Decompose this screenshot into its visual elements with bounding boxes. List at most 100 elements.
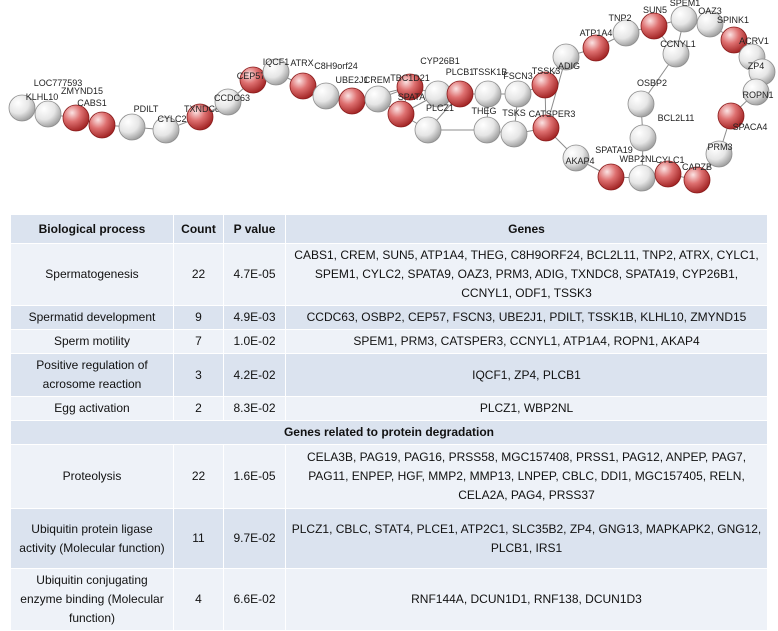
process-cell: Ubiquitin conjugating enzyme binding (Mo… <box>10 568 174 631</box>
gene-node-circle <box>531 71 559 99</box>
gene-node-label: LOC777593 <box>34 78 83 88</box>
gene-node-label: C8H9orf24 <box>314 61 358 71</box>
gene-node-spata9: SPATA9 <box>387 92 431 128</box>
genes-cell: SPEM1, PRM3, CATSPER3, CCNYL1, ATP1A4, R… <box>285 329 768 354</box>
gene-node-adig: ADIG <box>552 43 580 71</box>
gene-node-atrx: ATRX <box>289 58 317 100</box>
gene-node-circle <box>289 72 317 100</box>
gene-node-label: SPATA19 <box>595 145 633 155</box>
gene-node-circle <box>662 40 690 68</box>
genes-cell: CELA3B, PAG19, PAG16, PRSS58, MGC157408,… <box>285 444 768 509</box>
pvalue-cell: 1.0E-02 <box>223 329 286 354</box>
gene-node-circle <box>720 26 748 54</box>
gene-node-tbc1d21: TBC1D21 <box>390 73 430 101</box>
gene-node-circle <box>705 140 733 168</box>
process-cell: Ubiquitin protein ligase activity (Molec… <box>10 508 174 569</box>
gene-node-c8h9orf24: C8H9orf24 <box>312 61 358 110</box>
gene-node-label: PDILT <box>134 104 159 114</box>
gene-node-circle <box>552 43 580 71</box>
gene-node-circle <box>118 113 146 141</box>
gene-node-tssk3: TSSK3 <box>531 66 560 99</box>
gene-node-catsper3: CATSPER3 <box>529 109 575 142</box>
gene-node-circle <box>312 82 340 110</box>
genes-cell: CABS1, CREM, SUN5, ATP1A4, THEG, C8H9ORF… <box>285 243 768 306</box>
gene-node-circle <box>338 87 366 115</box>
gene-node-label: SPATA9 <box>398 92 431 102</box>
gene-node-circle <box>612 19 640 47</box>
gene-node-circle <box>582 34 610 62</box>
table-row: Ubiquitin conjugating enzyme binding (Mo… <box>10 568 768 631</box>
gene-node-theg: THEG <box>471 106 501 144</box>
gene-node-loc777593: LOC777593 <box>34 78 83 128</box>
gene-node-circle <box>446 80 474 108</box>
count-cell: 11 <box>173 508 224 569</box>
header-genes: Genes <box>285 214 768 244</box>
gene-node-circle <box>262 58 290 86</box>
gene-node-label: ATP1A4 <box>580 28 613 38</box>
gene-node-cabs1: CABS1 <box>77 98 116 139</box>
gene-node-spata19: SPATA19 <box>595 145 633 191</box>
gene-node-label: CYLC2 <box>157 114 186 124</box>
table-row: Spermatid development 9 4.9E-03 CCDC63, … <box>10 305 768 330</box>
gene-node-txndc8: TXNDC8 <box>184 103 220 131</box>
gene-node-spink1: SPINK1 <box>717 15 749 54</box>
genes-cell: PLCZ1, WBP2NL <box>285 396 768 421</box>
gene-node-label: SPEM1 <box>670 0 701 8</box>
gene-node-circle <box>504 80 532 108</box>
gene-node-circle <box>8 94 36 122</box>
gene-node-circle <box>628 164 656 192</box>
gene-node-cylc2: CYLC2 <box>152 114 187 144</box>
gene-node-tsks: TSKS <box>500 108 528 148</box>
gene-node-ccnyl1: CCNYL1 <box>660 39 696 68</box>
process-cell: Spermatogenesis <box>10 243 174 306</box>
gene-node-circle <box>562 144 590 172</box>
header-count: Count <box>173 214 224 244</box>
count-cell: 3 <box>173 353 224 397</box>
gene-node-klhl10: KLHL10 <box>8 92 59 122</box>
gene-node-label: UBE2J1 <box>335 75 368 85</box>
gene-node-label: BCL2L11 <box>658 113 695 123</box>
gene-node-zmynd15: ZMYND15 <box>61 86 103 132</box>
gene-node-circle <box>387 100 415 128</box>
gene-node-crem: CREM <box>364 75 392 113</box>
gene-node-akap4: AKAP4 <box>562 144 595 172</box>
gene-node-label: ROPN1 <box>742 90 773 100</box>
process-cell: Positive regulation of acrosome reaction <box>10 353 174 397</box>
pvalue-cell: 1.6E-05 <box>223 444 286 509</box>
pvalue-cell: 9.7E-02 <box>223 508 286 569</box>
gene-node-plcb1: PLCB1 <box>446 67 474 108</box>
gene-node-prm3: PRM3 <box>705 140 733 168</box>
header-biological-process: Biological process <box>10 214 174 244</box>
gene-node-osbp2: OSBP2 <box>627 78 667 118</box>
gene-node-circle <box>696 10 724 38</box>
gene-node-circle <box>152 116 180 144</box>
gene-node-label: SUN5 <box>643 5 667 15</box>
gene-node-circle <box>396 73 424 101</box>
gene-node-circle <box>186 103 214 131</box>
process-cell: Proteolysis <box>10 444 174 509</box>
gene-node-label: ZMYND15 <box>61 86 103 96</box>
gene-node-iqcf1: IQCF1 <box>262 57 290 86</box>
genes-cell: CCDC63, OSBP2, CEP57, FSCN3, UBE2J1, PDI… <box>285 305 768 330</box>
gene-node-label: CEP57 <box>237 71 266 81</box>
gene-node-sun5: SUN5 <box>640 5 668 40</box>
table-header-row: Biological process Count P value Genes <box>10 214 768 244</box>
gene-node-circle <box>364 85 392 113</box>
gene-node-atp1a4: ATP1A4 <box>580 28 613 62</box>
gene-node-label: TSKS <box>502 108 526 118</box>
gene-node-circle <box>670 5 698 33</box>
gene-node-circle <box>500 120 528 148</box>
process-cell: Spermatid development <box>10 305 174 330</box>
pvalue-cell: 8.3E-02 <box>223 396 286 421</box>
gene-node-label: PLCZ1 <box>426 103 454 113</box>
gene-node-circle <box>629 124 657 152</box>
count-cell: 9 <box>173 305 224 330</box>
count-cell: 2 <box>173 396 224 421</box>
gene-node-label: CYLC1 <box>655 155 684 165</box>
gene-node-label: TSSK1B <box>473 67 508 77</box>
section-title-protein-degradation: Genes related to protein degradation <box>10 420 768 445</box>
genes-cell: IQCF1, ZP4, PLCB1 <box>285 353 768 397</box>
gene-node-label: KLHL10 <box>26 92 59 102</box>
